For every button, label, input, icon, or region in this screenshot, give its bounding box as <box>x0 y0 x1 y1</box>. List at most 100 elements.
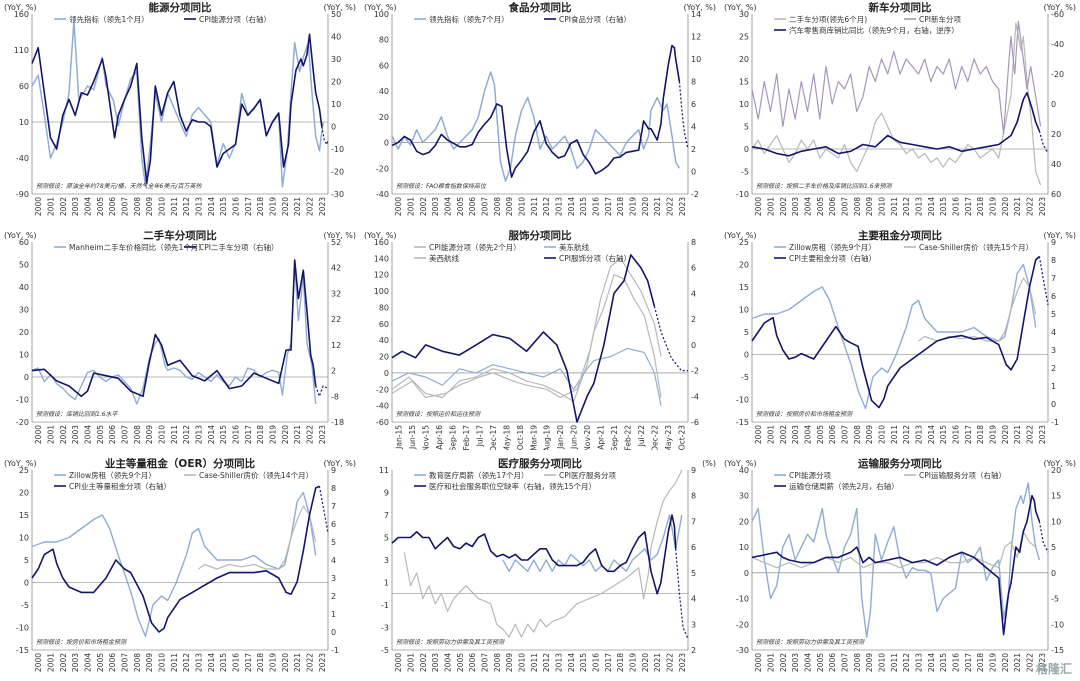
y-tick-label-right: 7 <box>331 502 336 511</box>
y-tick-label-right: 0 <box>691 341 696 350</box>
y-tick-label-right: 8 <box>691 492 696 501</box>
chart-title: 医疗服务分项同比 <box>498 458 582 470</box>
x-tick-label: 2005 <box>456 653 465 672</box>
x-tick-label: 2004 <box>444 653 453 672</box>
series-line <box>1038 521 1049 553</box>
y-tick-label-left: 10 <box>19 118 29 127</box>
x-tick-label: 2012 <box>542 653 551 672</box>
y-tick-label-left: 0 <box>384 369 389 378</box>
legend-label: CPI主要租金分项（右轴） <box>789 253 876 263</box>
chart-panel: 业主等量租金（OER）分项同比 (YoY, %) (YoY, %) 25 20 15 10 5… <box>2 456 358 678</box>
y-tick-label-right: 0 <box>691 168 696 177</box>
x-tick-label: Feb-17 <box>462 425 471 450</box>
y-tick-label-right: 2 <box>1051 364 1056 373</box>
x-tick-label: 2020 <box>641 653 650 672</box>
x-tick-label: 2008 <box>853 197 862 216</box>
x-tick-label: 2006 <box>108 425 117 444</box>
left-unit-label: (YoY, %) <box>364 3 397 12</box>
y-tick-label-right: 2 <box>691 315 696 324</box>
x-tick-label: 2003 <box>791 425 800 444</box>
forecast-note: 预测假设：库销比回到1.6水平 <box>36 410 119 418</box>
legend-label: 二手车分项(领先6个月) <box>789 14 867 24</box>
chart-svg: (YoY, %) (YoY, %)100806040200-20-40141210… <box>364 3 716 216</box>
x-tick-label: 2012 <box>902 197 911 216</box>
x-tick-label: 2007 <box>121 425 130 444</box>
x-tick-label: 2003 <box>71 425 80 444</box>
legend-label: CPI服饰分项（右轴） <box>559 253 631 263</box>
x-tick-label: Jul-22 <box>637 425 646 448</box>
x-tick-label: 2004 <box>84 425 93 444</box>
x-tick-label: 2010 <box>878 197 887 216</box>
forecast-note: 预测假设：按照劳动力供需及其工资预测 <box>756 638 865 646</box>
x-tick-label: 2001 <box>767 653 776 672</box>
y-tick-label-left: 60 <box>19 82 29 91</box>
x-tick-label: 2022 <box>306 197 315 216</box>
y-tick-label-right: -5 <box>1051 595 1059 604</box>
x-tick-label: 2022 <box>1026 425 1035 444</box>
x-tick-label: 2018 <box>976 197 985 216</box>
forecast-note: 预测假设：按照劳动力供需及其工资预测 <box>396 638 505 646</box>
y-tick-label-left: 5 <box>384 534 389 543</box>
y-tick-label-left: 20 <box>19 328 29 337</box>
forecast-note: 预测假设：FAO粮食指数保持高位 <box>396 182 487 190</box>
x-tick-label: 2002 <box>59 425 68 444</box>
forecast-note: 预测假设：按照二手车价格及库销比回到1.6来预测 <box>756 182 893 190</box>
x-tick-label: 2019 <box>629 653 638 672</box>
x-tick-label: 2015 <box>219 197 228 216</box>
x-tick-label: 2009 <box>865 197 874 216</box>
right-unit-label: (YoY, %) <box>323 459 356 468</box>
x-tick-label: 2016 <box>232 425 241 444</box>
y-tick-label-right: 15 <box>1051 492 1061 501</box>
x-tick-label: Dec-22 <box>650 425 659 450</box>
x-tick-label: 2011 <box>170 653 179 672</box>
chart-panel: 主要租金分项同比 (YoY, %) (YoY, %) 25 20 15 10 5 0 -5 -10-… <box>722 228 1078 450</box>
series-line <box>751 482 1041 638</box>
series-line <box>321 126 329 146</box>
chart-title: 能源分项同比 <box>148 2 212 14</box>
x-tick-label: 2023 <box>678 653 687 672</box>
series-line <box>31 263 317 405</box>
right-unit-label: (YoY, %) <box>1043 3 1076 12</box>
x-tick-label: 2000 <box>754 653 763 672</box>
y-tick-label-right: 6 <box>331 520 336 529</box>
forecast-note: 预测假设：按照房价和市场租金预测 <box>756 410 853 418</box>
y-tick-label-left: 40 <box>379 87 389 96</box>
x-tick-label: 2015 <box>219 425 228 444</box>
x-tick-label: Jun-15 <box>408 425 417 450</box>
x-tick-label: 2009 <box>145 197 154 216</box>
x-tick-label: 2001 <box>407 653 416 672</box>
legend-label: 汽车零售商库销比同比（领先9个月，右轴，逆序） <box>789 25 959 35</box>
y-tick-label-right: 7 <box>691 517 696 526</box>
series-line <box>391 347 662 406</box>
y-tick-label-left: -15 <box>736 418 749 427</box>
x-tick-label: 2015 <box>939 653 948 672</box>
series-line <box>751 92 1041 157</box>
x-tick-label: 2005 <box>816 653 825 672</box>
x-tick-label: 2003 <box>791 197 800 216</box>
chart-title: 食品分项同比 <box>508 2 572 14</box>
x-tick-label: 2021 <box>1013 653 1022 672</box>
y-tick-label-right: 10 <box>691 55 701 64</box>
x-tick-label: 2013 <box>555 197 564 216</box>
y-tick-label-right: 2 <box>691 646 696 655</box>
series-line <box>391 254 656 423</box>
legend-label: Case-Shiller房价（领先15个月） <box>919 242 1033 252</box>
y-tick-label-right: 40 <box>331 33 341 42</box>
y-tick-label-right: 3 <box>691 620 696 629</box>
legend-label: Manheim二手车价格同比（领先1个月） <box>69 242 206 252</box>
chart-title: 业主等量租金（OER）分项同比 <box>104 458 256 470</box>
legend-label: 运输仓储周薪（领先2月，右轴） <box>789 481 899 491</box>
y-tick-label-left: 0 <box>24 373 29 382</box>
x-tick-label: 2007 <box>481 197 490 216</box>
y-tick-label-right: 9 <box>691 466 696 475</box>
y-tick-label-left: 20 <box>379 353 389 362</box>
y-tick-label-right: 0 <box>1051 100 1056 109</box>
legend-label: CPI能源分项（领先2个月） <box>429 242 521 252</box>
y-tick-label-left: 3 <box>384 556 389 565</box>
x-tick-label: 2023 <box>1038 425 1047 444</box>
forecast-note: 预测假设：按照运价和运往预测 <box>396 410 481 418</box>
y-tick-label-left: 7 <box>384 511 389 520</box>
x-tick-label: Jan-15 <box>395 425 404 450</box>
x-tick-label: 2000 <box>34 197 43 216</box>
